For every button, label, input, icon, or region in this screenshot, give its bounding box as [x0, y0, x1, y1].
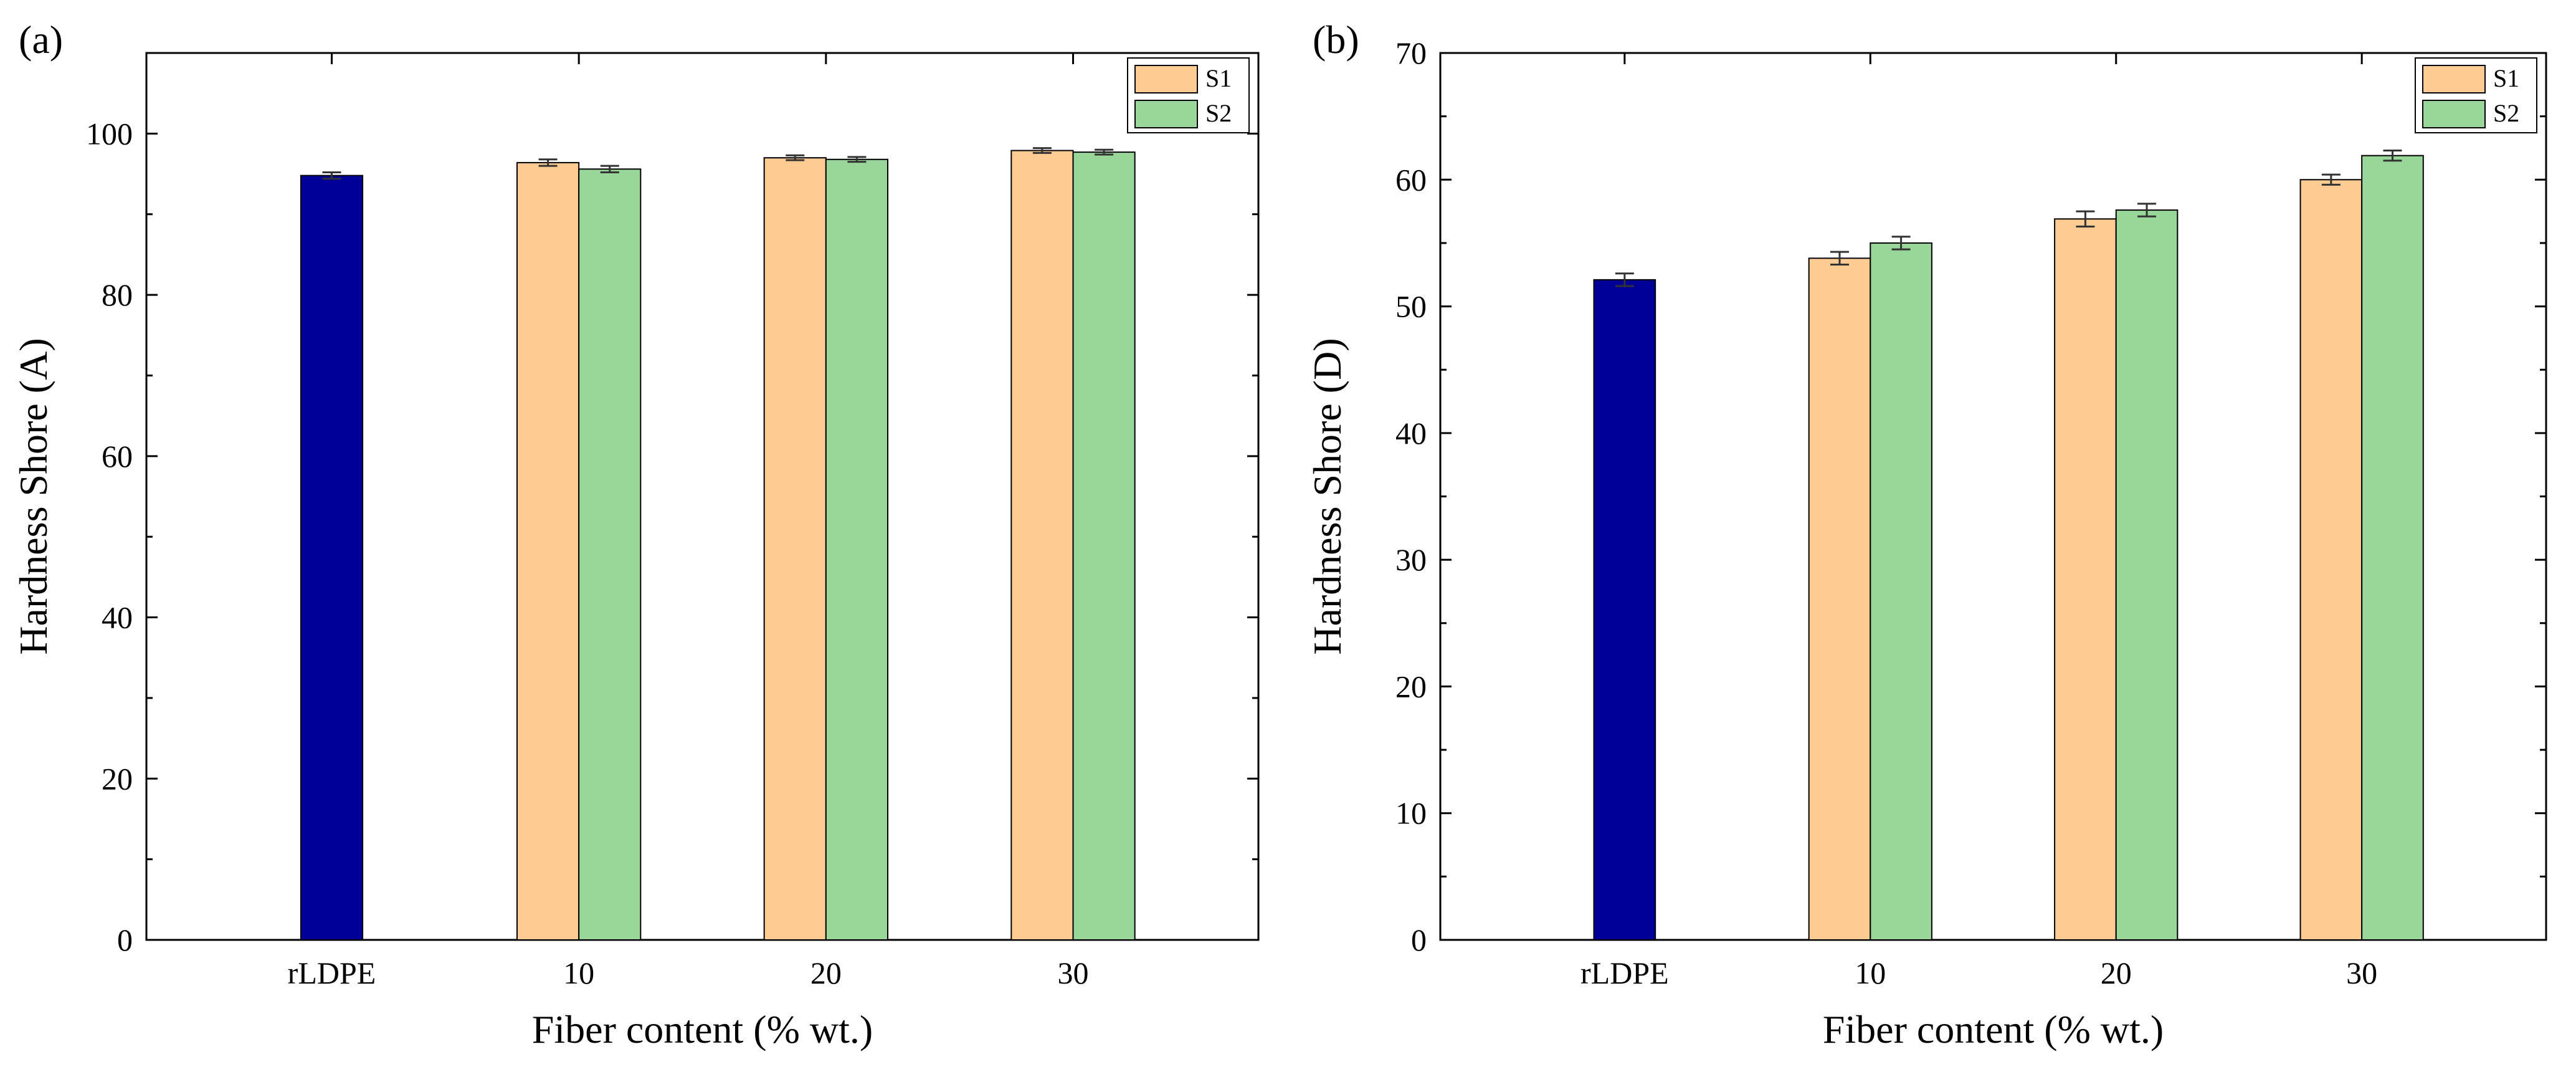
x-axis-title: Fiber content (% wt.) [1823, 1007, 2164, 1051]
x-axis-title: Fiber content (% wt.) [532, 1007, 873, 1051]
panel-label-a: (a) [19, 17, 63, 62]
bar-S2-10 [578, 168, 642, 941]
y-tick-label: 40 [1395, 416, 1427, 451]
y-tick-label: 100 [86, 116, 133, 151]
y-axis-title: Hardness Shore (A) [11, 338, 55, 654]
x-tick-label: rLDPE [1580, 955, 1669, 990]
y-tick-label: 10 [1395, 796, 1427, 831]
x-tick-label: 10 [1855, 955, 1886, 990]
legend-label-S2: S2 [2493, 99, 2519, 127]
y-tick-label: 60 [102, 439, 133, 474]
bar-S2-20 [825, 158, 889, 941]
y-axis-title: Hardness Shore (D) [1305, 338, 1349, 654]
x-tick-label: 10 [563, 955, 594, 990]
y-tick-label: 0 [117, 922, 133, 957]
y-tick-label: 20 [1395, 669, 1427, 704]
y-tick-label: 20 [102, 761, 133, 796]
x-tick-label: 30 [1058, 955, 1089, 990]
bar-S1-20 [763, 157, 827, 941]
y-tick-label: 70 [1395, 36, 1427, 70]
x-tick-label: 30 [2346, 955, 2377, 990]
y-tick-label: 60 [1395, 162, 1427, 197]
bar-S1-10 [1808, 257, 1871, 941]
bar-S1-30 [2299, 179, 2363, 941]
bar-S2-30 [1072, 151, 1136, 941]
bar-S1-20 [2054, 218, 2117, 941]
bar-S2-30 [2361, 155, 2424, 941]
y-tick-label: 40 [102, 600, 133, 635]
legend-swatch-S2 [1134, 100, 1198, 128]
bar-S1-10 [516, 161, 580, 941]
legend-label-S2: S2 [1205, 99, 1232, 127]
chart-panel-b: (b) 0 10 20 30 40 50 60 70 rLDPE 10 20 30 S1 S2 Fiber … [1288, 0, 2576, 1077]
y-tick-label: 80 [102, 277, 133, 312]
plot-frame [145, 52, 1260, 941]
legend-swatch-S1 [2422, 65, 2486, 93]
bar-S2-10 [1870, 242, 1932, 941]
panel-label-b: (b) [1313, 17, 1359, 62]
bar-baseline-rLDPE [300, 175, 364, 941]
y-tick-label: 50 [1395, 289, 1427, 324]
legend-label-S1: S1 [1205, 64, 1232, 92]
x-tick-label: 20 [810, 955, 842, 990]
chart-panel-a: (a) 0 20 40 60 80 100 rLDPE 10 20 30 S1 S2 Fiber con… [11, 17, 1260, 1051]
legend-swatch-S2 [2422, 100, 2486, 128]
y-tick-label: 0 [1411, 922, 1427, 957]
x-tick-label: 20 [2101, 955, 2132, 990]
x-tick-label: rLDPE [288, 955, 376, 990]
legend-swatch-S1 [1134, 65, 1198, 93]
bar-baseline-rLDPE [1593, 279, 1656, 941]
y-tick-label: 30 [1395, 542, 1427, 577]
legend-label-S1: S1 [2493, 64, 2519, 92]
bar-S1-30 [1010, 150, 1074, 941]
chart-b-svg: (b) 0 10 20 30 40 50 60 70 rLDPE 10 20 30 S1 S2 Fiber … [1305, 17, 2547, 1051]
chart-a-svg: (a) 0 20 40 60 80 100 rLDPE 10 20 30 S1 S2 Fiber con… [11, 17, 1260, 1051]
bar-S2-20 [2115, 209, 2179, 941]
